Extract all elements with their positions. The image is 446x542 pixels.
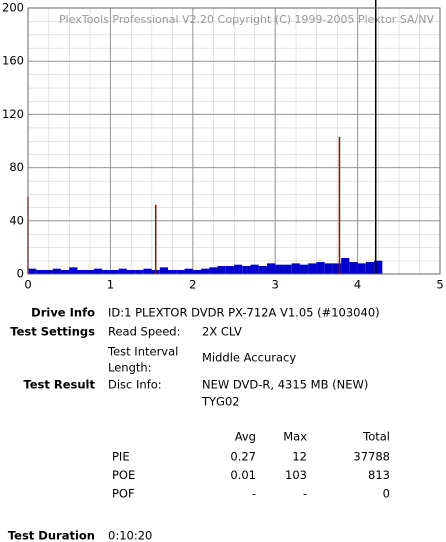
info-text: Test Result: [23, 378, 95, 392]
info-text: ID:1 PLEXTOR DVDR PX-712A V1.05 (#103040…: [108, 306, 380, 320]
pie-bar: [52, 268, 61, 274]
watermark: PlexTools Professional V2.20 Copyright (…: [59, 13, 434, 26]
pie-bar: [266, 263, 276, 274]
y-tick-label: 40: [9, 213, 24, 227]
info-text: Test Settings: [10, 325, 95, 339]
info-text: 0.27: [230, 450, 256, 464]
pie-bar: [102, 270, 111, 274]
pie-bar: [291, 263, 300, 274]
info-text: TYG02: [201, 395, 240, 409]
y-tick-label: 80: [9, 160, 24, 174]
info-text: 2X CLV: [202, 325, 242, 339]
pie-bar: [316, 262, 325, 274]
info-text: Test Interval: [107, 345, 178, 359]
pie-bar: [332, 263, 342, 274]
info-text: 0.01: [230, 468, 256, 482]
pie-bar: [168, 270, 177, 274]
info-text: 0:10:20: [108, 529, 152, 542]
info-text: 12: [292, 450, 307, 464]
pie-bar: [159, 267, 169, 274]
pie-bar: [357, 263, 366, 274]
info-text: Read Speed:: [108, 325, 180, 339]
info-text: POE: [112, 468, 135, 482]
pie-bar: [349, 262, 358, 274]
info-text: Disc Info:: [108, 378, 162, 392]
info-text: Length:: [108, 361, 152, 375]
info-text: Avg: [235, 430, 256, 444]
pie-bar: [365, 262, 375, 274]
pie-bar: [341, 258, 350, 274]
x-tick-label: 5: [436, 278, 443, 292]
y-tick-label: 120: [2, 107, 24, 121]
info-text: Total: [362, 430, 390, 444]
info-text: -: [252, 487, 256, 501]
pie-bar: [225, 266, 234, 274]
pie-bar: [135, 270, 144, 274]
pie-bar: [201, 268, 210, 274]
info-text: POF: [112, 487, 135, 501]
x-tick-label: 2: [189, 278, 196, 292]
minor-grid: [28, 8, 440, 274]
pie-bar: [192, 270, 202, 274]
pie-bar: [85, 270, 94, 274]
pie-bar: [77, 270, 86, 274]
pie-bar: [242, 266, 251, 274]
pie-bar: [44, 270, 53, 274]
info-text: PIE: [112, 450, 130, 464]
pie-bar: [283, 264, 292, 274]
plot-frame: [27, 7, 441, 275]
info-text: Test Duration: [8, 529, 95, 542]
pie-bar: [118, 268, 127, 274]
info-text: 37788: [353, 450, 390, 464]
pie-bar: [209, 267, 218, 274]
pie-bar: [176, 270, 185, 274]
pie-bar: [250, 264, 259, 274]
x-tick-label: 0: [24, 278, 31, 292]
pie-bar: [184, 268, 193, 274]
pie-bar: [143, 268, 152, 274]
pie-bar: [374, 260, 383, 274]
pie-bar: [258, 266, 267, 274]
info-text: Drive Info: [31, 306, 95, 320]
pie-bar: [60, 270, 70, 274]
pie-bar: [126, 270, 136, 274]
pie-bar: [324, 263, 333, 274]
y-tick-label: 160: [2, 54, 24, 68]
x-tick-label: 3: [272, 278, 279, 292]
pie-bar: [93, 268, 103, 274]
y-tick-label: 200: [2, 1, 24, 15]
pie-bar: [299, 264, 309, 274]
pie-bar: [308, 263, 317, 274]
pie-bar: [234, 264, 243, 274]
x-tick-label: 1: [107, 278, 114, 292]
pie-bar: [28, 268, 37, 274]
info-text: Middle Accuracy: [202, 351, 296, 365]
pie-bar: [110, 270, 119, 274]
pie-bar: [69, 267, 78, 274]
info-text: 103: [285, 468, 307, 482]
pie-bar: [217, 266, 226, 274]
pie-bar: [36, 270, 45, 274]
info-text: 0: [383, 487, 390, 501]
y-tick-label: 0: [17, 267, 24, 281]
info-text: NEW DVD-R, 4315 MB (NEW): [202, 378, 368, 392]
pie-bar: [275, 264, 284, 274]
info-text: Max: [283, 430, 307, 444]
info-text: -: [303, 487, 307, 501]
info-text: 813: [368, 468, 390, 482]
x-tick-label: 4: [354, 278, 361, 292]
